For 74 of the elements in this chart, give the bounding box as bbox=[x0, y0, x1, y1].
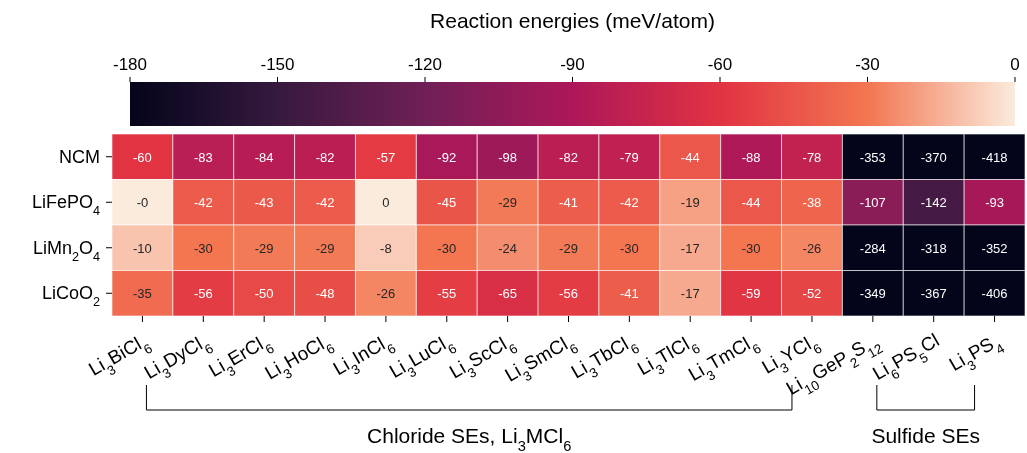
data-label: -42 bbox=[315, 195, 335, 211]
data-label: -29 bbox=[498, 195, 518, 211]
data-label: -418 bbox=[981, 149, 1008, 165]
data-label: -82 bbox=[315, 149, 335, 165]
data-label: -17 bbox=[680, 240, 700, 256]
data-label: -65 bbox=[498, 286, 518, 302]
data-label: -367 bbox=[920, 286, 947, 302]
text: Chloride SEs, Li$_{3}$MCl$_{6}$ bbox=[367, 424, 572, 453]
data-label: -29 bbox=[315, 240, 335, 256]
data-label: -82 bbox=[559, 149, 578, 165]
y-tick-label: LiCoO$_{2}$ bbox=[41, 283, 100, 310]
data-label: -83 bbox=[193, 149, 213, 165]
data-label: -284 bbox=[859, 240, 886, 256]
data-label: -29 bbox=[254, 240, 274, 256]
data-label: -55 bbox=[437, 286, 457, 302]
data-label: -30 bbox=[619, 240, 639, 256]
y-tick-label: LiMn$_{2}$O$_{4}$ bbox=[32, 237, 100, 264]
color-bar-label: -90 bbox=[560, 55, 585, 74]
data-label: -88 bbox=[741, 149, 761, 165]
data-label: -406 bbox=[981, 286, 1008, 302]
data-label: -93 bbox=[985, 195, 1004, 211]
data-label: -48 bbox=[315, 286, 335, 302]
color-bar-label: -30 bbox=[855, 55, 880, 74]
color-bar-label: 0 bbox=[1010, 55, 1020, 74]
data-label: -30 bbox=[193, 240, 213, 256]
data-label: -26 bbox=[802, 240, 822, 256]
data-label: -38 bbox=[802, 195, 822, 211]
color-bar-label: -60 bbox=[707, 55, 733, 74]
color-bar-label: -180 bbox=[112, 55, 148, 74]
color-bar-label: -150 bbox=[260, 55, 295, 74]
data-label: -98 bbox=[498, 149, 518, 165]
data-label: -78 bbox=[802, 149, 822, 165]
data-label: -44 bbox=[680, 149, 700, 165]
data-label: -59 bbox=[741, 286, 761, 302]
data-label: -41 bbox=[619, 286, 639, 302]
data-label: -50 bbox=[254, 286, 274, 302]
data-label: -35 bbox=[133, 286, 152, 302]
data-label: -349 bbox=[859, 286, 886, 302]
y-tick-label: NCM bbox=[59, 146, 100, 167]
data-label: -8 bbox=[380, 240, 392, 256]
color-bar-title: Reaction energies (meV/atom) bbox=[430, 9, 715, 32]
data-label: -79 bbox=[619, 149, 639, 165]
data-label: -19 bbox=[680, 195, 700, 211]
data-label: -44 bbox=[741, 195, 761, 211]
data-label: -17 bbox=[680, 286, 700, 302]
data-label: -60 bbox=[133, 149, 152, 165]
data-label: -42 bbox=[619, 195, 639, 211]
data-label: -92 bbox=[437, 149, 457, 165]
data-label: -24 bbox=[498, 240, 518, 256]
color-bar-label: -120 bbox=[407, 55, 443, 74]
data-label: -142 bbox=[920, 195, 947, 211]
data-label: -26 bbox=[376, 286, 396, 302]
data-label: -30 bbox=[437, 240, 457, 256]
text: Sulfide SEs bbox=[871, 424, 980, 447]
data-label: -42 bbox=[193, 195, 213, 211]
data-label: 0 bbox=[382, 195, 390, 211]
data-label: -56 bbox=[193, 286, 213, 302]
data-label: -29 bbox=[559, 240, 578, 256]
data-label: -353 bbox=[859, 149, 886, 165]
y-tick-label: LiFePO$_{4}$ bbox=[31, 192, 100, 219]
data-label: -43 bbox=[254, 195, 274, 211]
data-label: -52 bbox=[802, 286, 822, 302]
data-label: -352 bbox=[981, 240, 1008, 256]
data-label: -10 bbox=[133, 240, 152, 256]
data-label: -318 bbox=[920, 240, 947, 256]
data-label: -370 bbox=[920, 149, 947, 165]
data-label: -84 bbox=[254, 149, 274, 165]
data-label: -30 bbox=[741, 240, 761, 256]
data-label: -0 bbox=[136, 195, 149, 211]
data-label: -107 bbox=[859, 195, 886, 211]
data-label: -56 bbox=[559, 286, 578, 302]
data-label: -57 bbox=[376, 149, 396, 165]
data-label: -45 bbox=[437, 195, 457, 211]
data-label: -41 bbox=[559, 195, 578, 211]
